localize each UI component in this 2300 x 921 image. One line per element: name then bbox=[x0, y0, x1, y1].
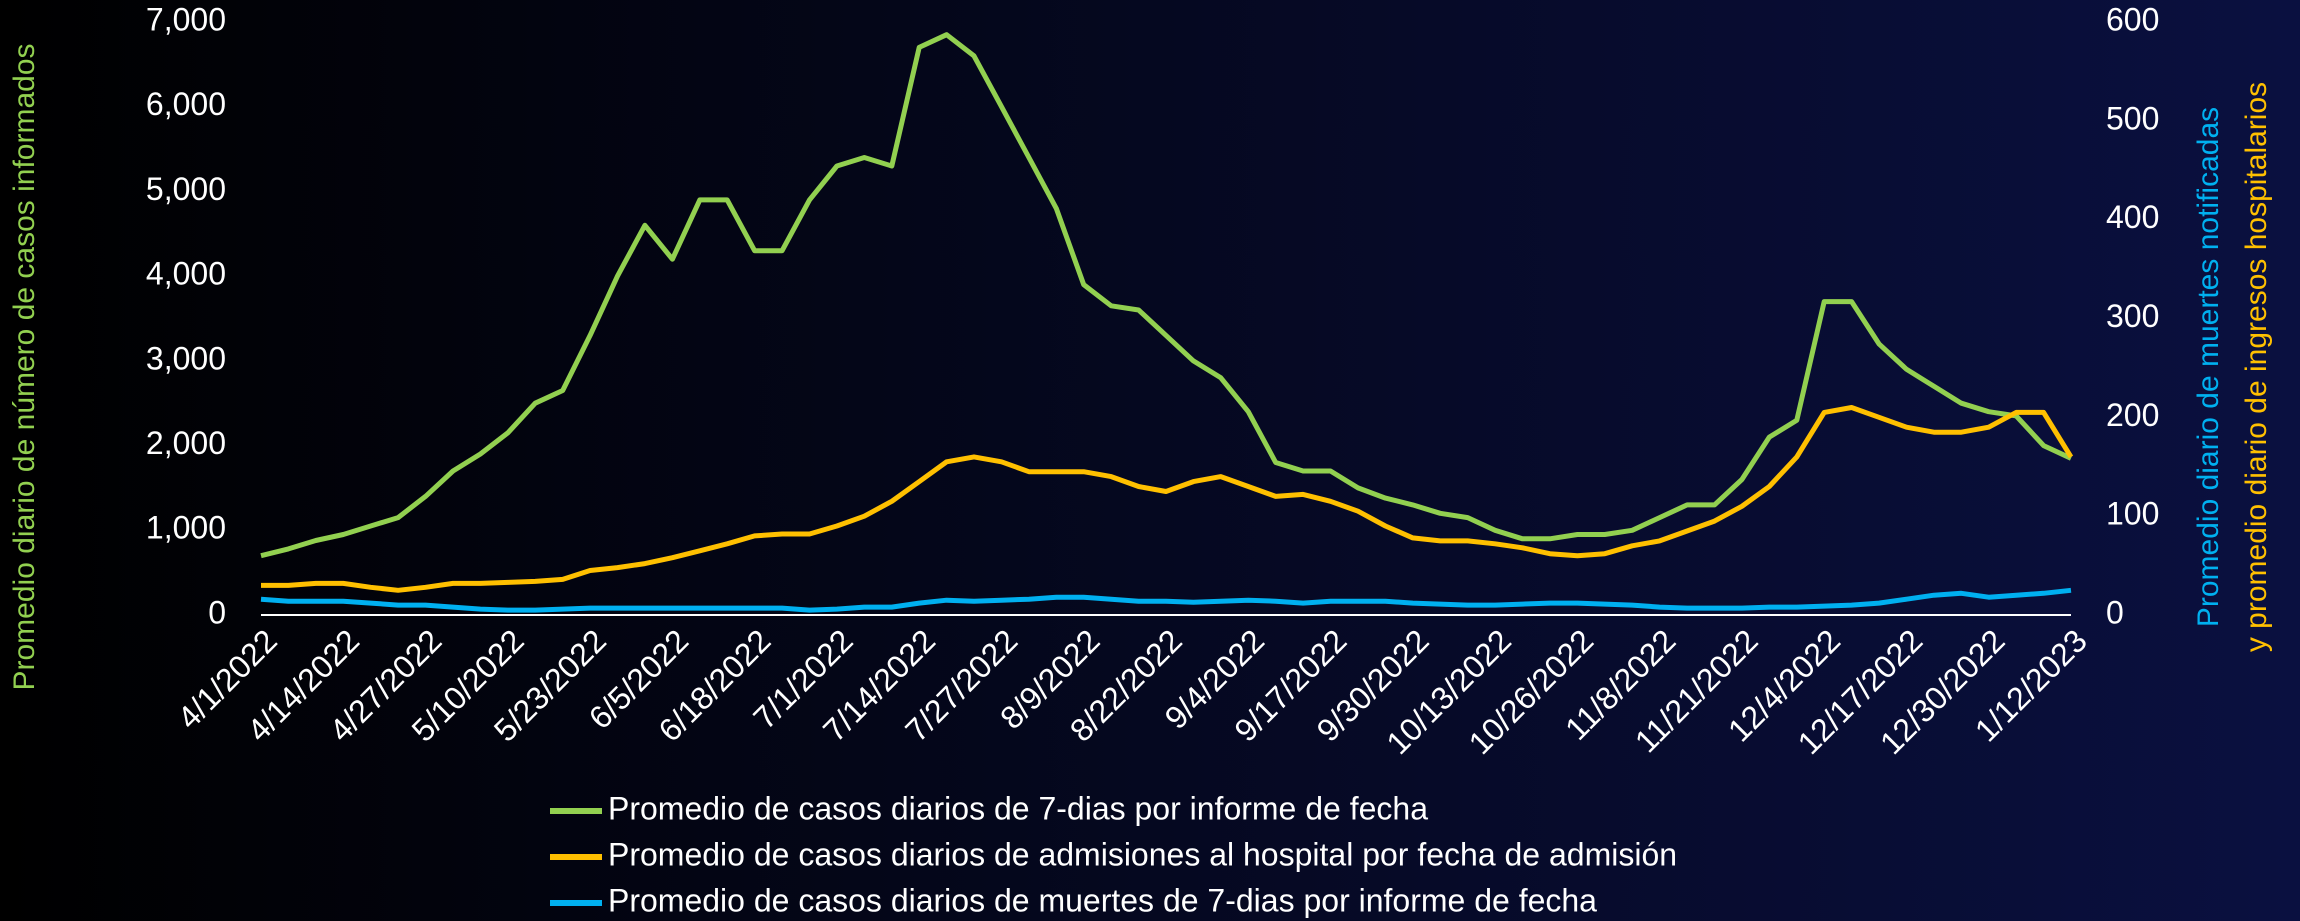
series-line bbox=[261, 405, 2074, 593]
legend-label: Promedio de casos diarios de muertes de … bbox=[608, 882, 1597, 918]
y2-tick-label: 300 bbox=[2106, 298, 2159, 334]
y-tick-label: 6,000 bbox=[146, 86, 226, 122]
y2-axis-title: y promedio diario de ingresos hospitalar… bbox=[2240, 82, 2273, 652]
y2-tick-label: 200 bbox=[2106, 397, 2159, 433]
y-tick-label: 4,000 bbox=[146, 256, 226, 292]
y2-tick-label: 0 bbox=[2106, 594, 2124, 630]
series-line bbox=[260, 587, 2072, 613]
series-line bbox=[260, 32, 2073, 559]
y2-tick-label: 600 bbox=[2106, 1, 2159, 37]
y-tick-label: 3,000 bbox=[146, 340, 226, 376]
y-tick-label: 0 bbox=[208, 594, 226, 630]
y-tick-label: 5,000 bbox=[146, 171, 226, 207]
y-tick-label: 2,000 bbox=[146, 425, 226, 461]
y2-tick-label: 100 bbox=[2106, 496, 2159, 532]
y-tick-label: 1,000 bbox=[146, 510, 226, 546]
y2-tick-label: 500 bbox=[2106, 100, 2159, 136]
y-axis-title: Promedio diario de número de casos infor… bbox=[8, 43, 41, 690]
legend-label: Promedio de casos diarios de admisiones … bbox=[608, 836, 1677, 872]
legend-label: Promedio de casos diarios de 7-dias por … bbox=[608, 790, 1428, 826]
y2-tick-label: 400 bbox=[2106, 199, 2159, 235]
y-tick-label: 7,000 bbox=[146, 1, 226, 37]
y2-axis-title: Promedio diario de muertes notificadas bbox=[2192, 107, 2225, 627]
